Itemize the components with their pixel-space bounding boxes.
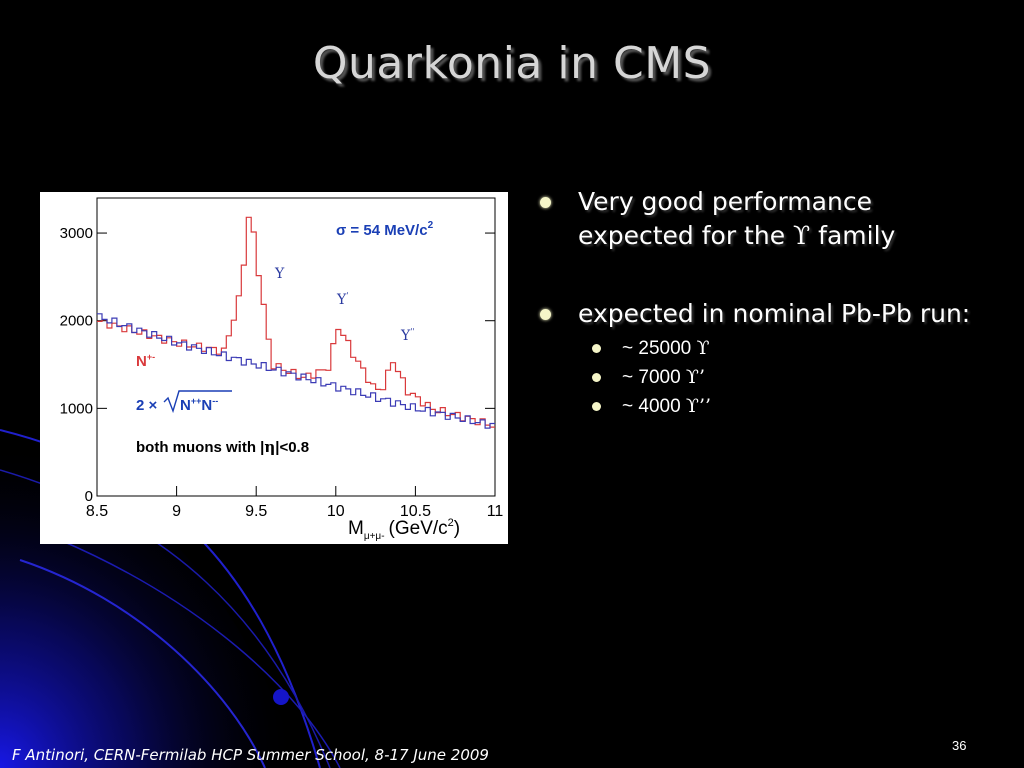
svg-text:2 ×: 2 × [136, 397, 158, 414]
series-opposite-sign-curve [97, 216, 495, 428]
legend-opposite-sign: N+- [136, 352, 155, 370]
page-number: 36 [952, 738, 967, 753]
y-tick-label: 3000 [60, 225, 93, 242]
mass-spectrum-chart: 8.5 9 9.5 10 10.5 11 0 1000 2000 3000 σ = 54 MeV/… [60, 197, 504, 542]
bullet-list: Very good performance expected for the ϒ… [540, 185, 1000, 422]
invariant-mass-plot: 8.5 9 9.5 10 10.5 11 0 1000 2000 3000 σ = 54 MeV/… [40, 192, 508, 544]
slide-footer: F Antinori, CERN-Fermilab HCP Summer Sch… [12, 746, 489, 764]
x-tick-label: 10.5 [400, 503, 431, 520]
y-tick-label: 1000 [60, 400, 93, 417]
bullet-dot [592, 402, 601, 411]
upsilon-1s-label: Y [274, 266, 285, 282]
bullet-dot [540, 309, 551, 320]
bullet-pbpb-run: expected in nominal Pb-Pb run: [540, 297, 1000, 331]
bullet-dot [540, 197, 551, 208]
x-tick-label: 9.5 [245, 503, 267, 520]
plot-frame [96, 197, 496, 497]
bullet-performance: Very good performance expected for the ϒ… [540, 185, 1000, 253]
eta-cut-label: both muons with |η|<0.8 [136, 438, 309, 456]
x-axis-label: Mμ+μ- (GeV/c2) [348, 517, 460, 542]
x-tick-label: 9 [172, 503, 181, 520]
sub-bullet-upsilon-1s: ~ 25000 ϒ [540, 333, 1000, 364]
slide-title: Quarkonia in CMS [312, 38, 712, 89]
x-tick-label: 8.5 [86, 503, 108, 520]
sub-bullet-upsilon-3s: ~ 4000 ϒ’’ [540, 391, 1000, 422]
bullet-dot [592, 344, 601, 353]
bullet-dot [592, 373, 601, 382]
sub-bullet-upsilon-2s: ~ 7000 ϒ’ [540, 362, 1000, 393]
y-tick-label: 2000 [60, 313, 93, 330]
upsilon-3s-label: Y'' [400, 327, 415, 344]
legend-like-sign: 2 × N++N-- [136, 390, 232, 414]
x-tick-label: 11 [487, 503, 504, 520]
svg-text:N++N--: N++N-- [180, 396, 218, 414]
x-tick-label: 10 [327, 503, 345, 520]
y-tick-label: 0 [85, 488, 93, 505]
series-like-sign-curve [97, 313, 495, 429]
upsilon-2s-label: Y' [336, 291, 348, 308]
sigma-label: σ = 54 MeV/c2 [336, 220, 434, 239]
